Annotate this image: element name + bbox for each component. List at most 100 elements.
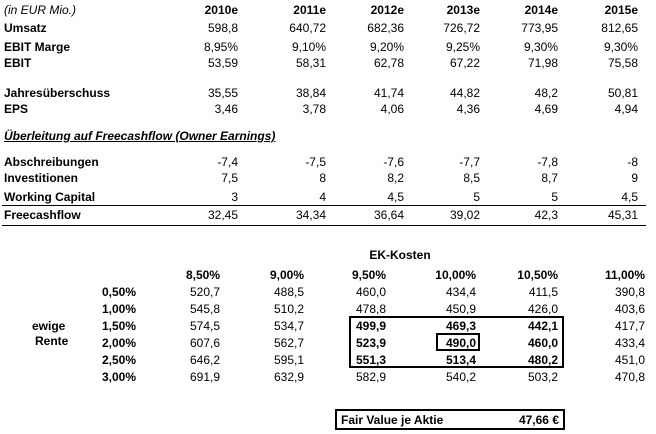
table-cell: 411,5: [528, 285, 558, 299]
table-cell: 451,0: [614, 353, 645, 367]
table-cell: 71,98: [527, 56, 558, 70]
table-cell: 450,9: [445, 302, 476, 316]
row-axis-label: ewige: [32, 319, 66, 333]
table-cell: 812,65: [601, 21, 638, 35]
column-header: 10,50%: [517, 268, 558, 282]
table-cell: 520,7: [189, 285, 220, 299]
table-cell: 35,55: [207, 86, 238, 100]
table-cell: 3,46: [214, 102, 238, 116]
table-cell: 5: [473, 190, 480, 204]
total-underline: [2, 225, 646, 226]
table-cell: 632,9: [273, 370, 304, 384]
year-header: 2011e: [293, 3, 326, 17]
table-cell: 67,22: [449, 56, 480, 70]
table-cell: -7,7: [459, 155, 480, 169]
table-cell: -7,5: [305, 155, 326, 169]
table-cell: 8,2: [387, 171, 404, 185]
table-cell: 41,74: [373, 86, 404, 100]
table-cell: 8,5: [463, 171, 480, 185]
table-cell: 4,69: [534, 102, 558, 116]
table-cell: 9,10%: [291, 40, 326, 54]
table-cell: 598,8: [207, 21, 238, 35]
table-cell: 9: [631, 171, 638, 185]
table-cell: 480,2: [527, 353, 558, 367]
row-label: EBIT Marge: [4, 40, 71, 54]
table-cell: 7,5: [221, 171, 238, 185]
table-cell: 545,8: [189, 302, 220, 316]
table-cell: 646,2: [189, 353, 220, 367]
table-cell: 39,02: [449, 208, 480, 222]
table-cell: 523,9: [355, 336, 386, 350]
table-cell: 460,0: [355, 285, 386, 299]
table-cell: 4: [319, 190, 326, 204]
growth-label: 2,50%: [101, 353, 136, 367]
column-header: 8,50%: [185, 268, 220, 282]
year-header: 2012e: [370, 3, 404, 17]
table-cell: 8: [319, 171, 326, 185]
table-cell: 44,82: [449, 86, 480, 100]
table-cell: 62,78: [373, 56, 404, 70]
table-cell: 9,25%: [445, 40, 480, 54]
table-cell: 48,2: [534, 86, 558, 100]
table-cell: 3,78: [302, 102, 326, 116]
table-cell: 582,9: [355, 370, 386, 384]
highlight-range-box: [349, 316, 564, 368]
table-cell: 510,2: [273, 302, 304, 316]
sensitivity-title: EK-Kosten: [369, 248, 431, 262]
fair-value-label: Fair Value je Aktie: [341, 413, 444, 427]
table-cell: 9,30%: [603, 40, 638, 54]
table-cell: 50,81: [607, 86, 638, 100]
growth-label: 2,00%: [101, 336, 136, 350]
table-cell: 607,6: [189, 336, 220, 350]
table-cell: 503,2: [527, 370, 558, 384]
table-cell: 58,31: [295, 56, 326, 70]
table-cell: 53,59: [207, 56, 238, 70]
table-cell: 4,5: [621, 190, 638, 204]
year-header: 2015e: [604, 3, 638, 17]
table-cell: 403,6: [614, 302, 645, 316]
table-cell: 4,06: [380, 102, 404, 116]
table-cell: 390,8: [614, 285, 645, 299]
growth-label: 1,50%: [101, 319, 136, 333]
table-cell: 488,5: [273, 285, 304, 299]
column-header: 9,50%: [351, 268, 386, 282]
table-cell: 4,94: [614, 102, 638, 116]
table-cell: 36,64: [373, 208, 404, 222]
row-label: EBIT: [4, 56, 32, 70]
table-cell: 38,84: [295, 86, 326, 100]
table-cell: -8: [627, 155, 638, 169]
column-header: 9,00%: [269, 268, 304, 282]
base-case-highlight-box: [436, 333, 480, 351]
growth-label: 1,00%: [101, 302, 136, 316]
row-label: Abschreibungen: [4, 155, 99, 169]
total-divider: [2, 205, 646, 206]
growth-label: 3,00%: [101, 370, 136, 384]
table-cell: 513,4: [445, 353, 476, 367]
column-header: 10,00%: [435, 268, 476, 282]
table-cell: 478,8: [355, 302, 386, 316]
table-cell: 499,9: [355, 319, 386, 333]
table-cell: 8,7: [541, 171, 558, 185]
table-cell: 470,8: [614, 370, 645, 384]
table-cell: 4,5: [387, 190, 404, 204]
table-cell: -7,8: [537, 155, 558, 169]
fair-value-box: Fair Value je Aktie 47,66 €: [335, 409, 565, 430]
table-cell: 534,7: [273, 319, 304, 333]
row-label: Umsatz: [4, 21, 47, 35]
row-label: Jahresüberschuss: [4, 86, 111, 100]
year-header: 2013e: [446, 3, 480, 17]
table-cell: 640,72: [289, 21, 326, 35]
column-header: 11,00%: [604, 268, 645, 282]
row-axis-label: Rente: [35, 334, 69, 348]
year-header: 2014e: [524, 3, 558, 17]
table-cell: -7,4: [217, 155, 238, 169]
table-cell: -7,6: [383, 155, 404, 169]
row-label: Freecashflow: [4, 208, 81, 222]
table-cell: 9,30%: [523, 40, 558, 54]
table-cell: 773,95: [521, 21, 558, 35]
table-cell: 691,9: [189, 370, 220, 384]
row-label: Investitionen: [4, 171, 79, 185]
unit-label: (in EUR Mio.): [4, 3, 77, 17]
table-cell: 460,0: [527, 336, 558, 350]
table-cell: 32,45: [207, 208, 238, 222]
